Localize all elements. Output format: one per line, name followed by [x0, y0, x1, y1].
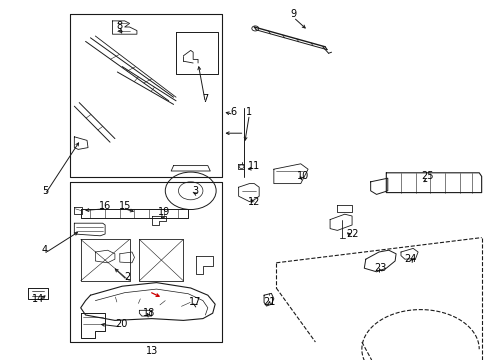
Text: 3: 3	[192, 186, 198, 196]
Text: 6: 6	[230, 107, 236, 117]
Text: 20: 20	[115, 319, 127, 329]
Text: 11: 11	[247, 161, 260, 171]
Text: 24: 24	[404, 254, 416, 264]
Text: 14: 14	[32, 294, 44, 304]
Text: 17: 17	[189, 297, 202, 307]
Text: 25: 25	[421, 171, 433, 181]
Text: 2: 2	[124, 272, 130, 282]
Text: 10: 10	[296, 171, 309, 181]
Text: 7: 7	[202, 94, 208, 104]
Text: 21: 21	[262, 297, 275, 307]
Text: 4: 4	[42, 245, 48, 255]
Text: 8: 8	[117, 21, 122, 31]
Text: 22: 22	[345, 229, 358, 239]
Text: 5: 5	[42, 186, 48, 196]
Text: 15: 15	[118, 201, 131, 211]
Text: 13: 13	[145, 346, 158, 356]
Text: 9: 9	[290, 9, 296, 19]
Text: 23: 23	[373, 263, 386, 273]
Text: 1: 1	[246, 107, 252, 117]
Text: 16: 16	[99, 201, 111, 211]
Text: 18: 18	[142, 308, 155, 318]
Text: 12: 12	[247, 197, 260, 207]
Text: 19: 19	[157, 207, 170, 217]
